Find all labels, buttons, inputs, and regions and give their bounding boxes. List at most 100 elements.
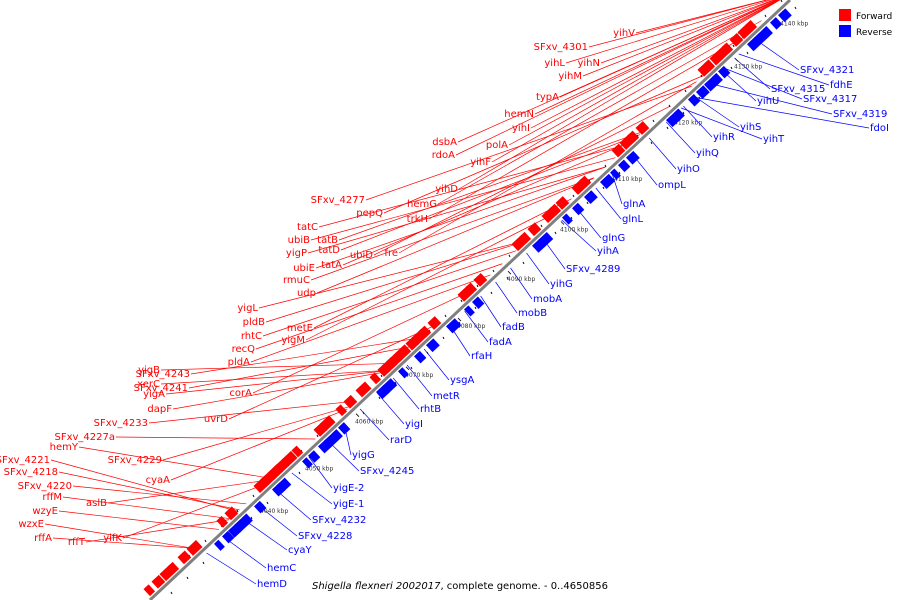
forward-gene-label: yifK xyxy=(103,533,122,544)
forward-gene-label: wzyE xyxy=(32,506,58,517)
forward-leader-line xyxy=(228,323,439,420)
minor-tick xyxy=(410,366,413,370)
forward-gene-label: aslB xyxy=(86,498,107,509)
minor-tick xyxy=(540,224,543,228)
forward-gene xyxy=(635,121,650,135)
forward-leader-line xyxy=(165,370,389,395)
reverse-gene xyxy=(610,168,621,180)
forward-gene xyxy=(385,357,398,370)
forward-leader-line xyxy=(115,436,316,440)
minor-tick xyxy=(700,74,703,78)
forward-gene-label: SFxv_4227a xyxy=(54,432,115,443)
forward-gene-label: rmuC xyxy=(283,275,310,286)
reverse-leader-line xyxy=(406,364,433,397)
forward-gene xyxy=(271,464,284,477)
minor-tick xyxy=(378,396,381,400)
forward-leader-line xyxy=(262,250,517,337)
reverse-gene xyxy=(562,213,573,225)
reverse-leader-line xyxy=(376,392,405,425)
forward-gene xyxy=(745,19,758,32)
reverse-gene-label: fdoI xyxy=(870,123,889,134)
forward-gene-label: ubiB xyxy=(288,235,310,246)
tick-label: 4130 kbp xyxy=(734,63,762,70)
minor-tick xyxy=(250,516,253,520)
forward-leader-line xyxy=(52,537,199,549)
forward-gene xyxy=(224,506,239,521)
minor-tick xyxy=(460,299,463,303)
forward-gene xyxy=(151,574,166,589)
reverse-gene-label: yihA xyxy=(597,246,619,257)
forward-gene-label: yihN xyxy=(577,58,600,69)
minor-tick xyxy=(698,96,701,100)
forward-gene-label: ubiE xyxy=(293,263,315,274)
forward-gene xyxy=(473,272,488,287)
reverse-gene xyxy=(712,72,723,84)
tick-mark xyxy=(734,58,739,62)
forward-leader-line xyxy=(62,496,231,520)
reverse-leader-line xyxy=(359,408,390,441)
reverse-gene xyxy=(770,17,783,30)
forward-leader-line xyxy=(162,406,351,461)
minor-tick xyxy=(618,171,621,175)
forward-gene xyxy=(427,316,442,330)
reverse-gene xyxy=(762,26,773,38)
forward-leader-line xyxy=(458,0,781,190)
reverse-gene xyxy=(398,367,409,379)
forward-leader-line xyxy=(310,177,595,281)
forward-gene-label: rffM xyxy=(42,492,62,503)
forward-gene xyxy=(319,415,336,432)
reverse-gene-label: hemC xyxy=(267,563,296,574)
reverse-gene-label: glnG xyxy=(602,233,625,244)
caption-organism: Shigella flexneri 2002017 xyxy=(312,581,441,592)
forward-gene-label: hemY xyxy=(50,442,79,453)
legend-reverse-swatch xyxy=(839,25,851,37)
reverse-gene xyxy=(696,85,710,99)
reverse-gene-label: cyaY xyxy=(288,545,313,556)
minor-tick xyxy=(380,374,383,378)
minor-tick xyxy=(266,501,269,505)
forward-gene-label: SFxv_4220 xyxy=(18,481,72,492)
forward-gene-label: typA xyxy=(536,92,559,103)
reverse-gene-label: mobB xyxy=(518,308,547,319)
reverse-leader-line xyxy=(206,552,257,585)
forward-gene xyxy=(343,394,358,409)
tick-label: 4080 kbp xyxy=(457,323,485,330)
forward-gene-label: yigL xyxy=(237,303,258,314)
forward-gene-label: ubiD xyxy=(350,250,373,261)
forward-gene-label: cyaA xyxy=(146,475,171,486)
reverse-gene-label: rhtB xyxy=(420,404,441,415)
minor-tick xyxy=(490,291,493,295)
tick-label: 4050 kbp xyxy=(305,466,333,473)
tick-mark xyxy=(405,366,410,371)
forward-leader-line xyxy=(258,240,528,309)
forward-leader-line xyxy=(373,105,671,256)
legend-forward-label: Forward xyxy=(856,12,892,22)
forward-gene-label: SFxv_4218 xyxy=(4,467,58,478)
minor-tick xyxy=(764,14,767,18)
minor-tick xyxy=(474,306,477,310)
reverse-gene xyxy=(382,378,398,394)
minor-tick xyxy=(730,66,733,70)
forward-gene-label: tatC xyxy=(297,222,318,233)
tick-label: 4040 kbp xyxy=(260,508,288,515)
reverse-gene xyxy=(600,173,616,189)
forward-leader-line xyxy=(188,345,415,389)
forward-leader-line xyxy=(565,0,772,64)
reverse-leader-line xyxy=(692,96,870,129)
forward-gene-label: wzxE xyxy=(18,519,44,530)
reverse-leader-line xyxy=(707,82,833,115)
minor-tick xyxy=(554,231,557,235)
forward-gene-label: fre xyxy=(384,248,398,259)
reverse-leader-line xyxy=(683,105,713,138)
reverse-gene-label: yigI xyxy=(405,419,423,430)
reverse-leader-line xyxy=(308,456,333,489)
minor-tick xyxy=(586,201,589,205)
reverse-leader-line xyxy=(611,172,623,205)
forward-gene-label: SFxv_4301 xyxy=(534,42,588,53)
reverse-gene-label: SFxv_4232 xyxy=(312,515,366,526)
reverse-gene xyxy=(778,8,792,23)
reverse-gene-label: glnA xyxy=(623,199,645,210)
reverse-gene xyxy=(674,108,685,120)
reverse-gene xyxy=(464,305,475,317)
